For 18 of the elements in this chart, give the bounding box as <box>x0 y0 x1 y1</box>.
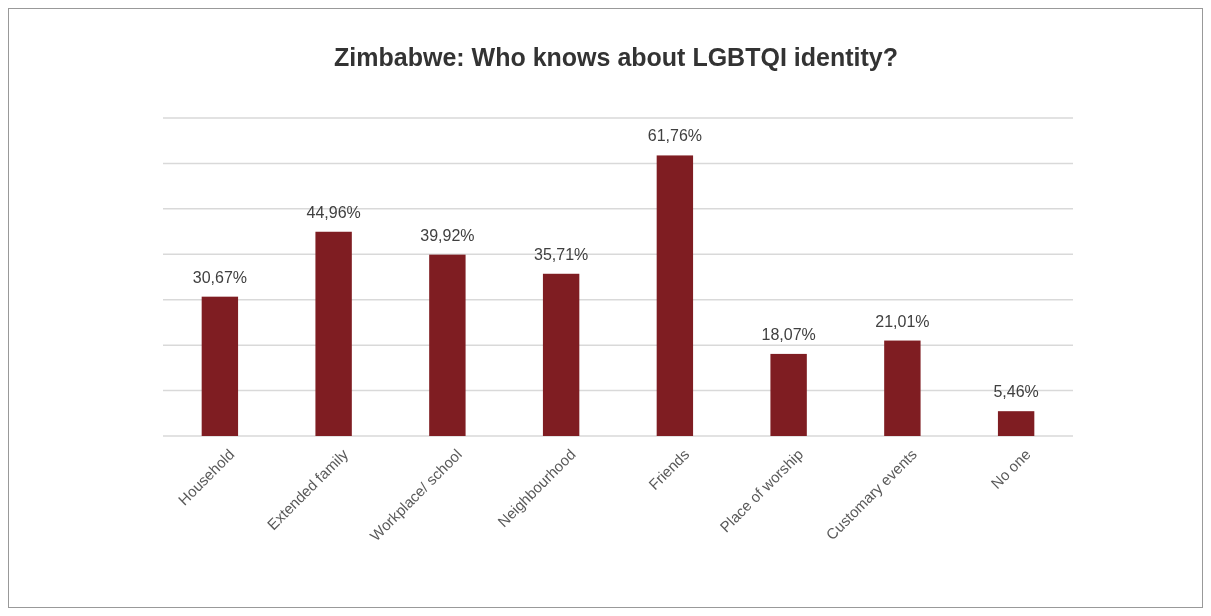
data-label: 5,46% <box>993 383 1039 401</box>
bar <box>656 155 694 436</box>
data-label: 30,67% <box>192 268 248 286</box>
bar <box>997 411 1035 436</box>
data-label: 61,76% <box>647 127 703 145</box>
bar <box>884 340 921 436</box>
data-label: 39,92% <box>420 226 475 244</box>
data-label: 18,07% <box>761 325 816 343</box>
chart-title: Zimbabwe: Who knows about LGBTQI identity? <box>334 43 898 71</box>
x-tick-label: No one <box>987 445 1034 492</box>
bar <box>770 353 807 436</box>
data-label: 21,01% <box>875 312 930 330</box>
bar <box>429 254 466 436</box>
bar <box>315 231 352 436</box>
bar <box>201 296 239 436</box>
data-label: 35,71% <box>533 245 589 263</box>
bar <box>542 273 580 436</box>
data-label: 44,96% <box>306 203 361 221</box>
